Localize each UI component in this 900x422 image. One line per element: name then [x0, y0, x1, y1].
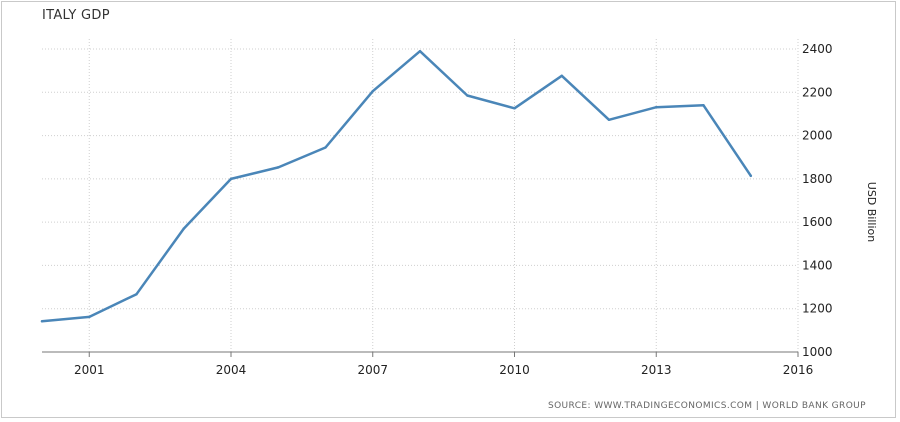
y-tick-label: 1200: [802, 302, 833, 316]
chart-title: ITALY GDP: [42, 8, 110, 23]
y-tick-label: 2400: [802, 42, 833, 56]
data-point: [88, 315, 91, 319]
axis-layer: 1000 1200 1400 1600 1800 2000 2200 2400 2001 2004…: [42, 42, 833, 377]
y-axis-label: USD Billion: [865, 182, 878, 243]
data-point: [229, 177, 233, 181]
x-tick-label: 2004: [216, 363, 247, 377]
x-tick-label: 2010: [499, 363, 530, 377]
data-point: [749, 174, 752, 178]
data-point: [560, 74, 563, 78]
data-point: [655, 106, 658, 109]
data-point: [702, 104, 705, 107]
data-point: [418, 49, 422, 53]
x-tick-label: 2001: [74, 363, 105, 377]
data-point: [182, 227, 185, 230]
y-tick-label: 2000: [802, 129, 833, 143]
data-point: [135, 293, 138, 296]
y-tick-label: 1800: [802, 172, 833, 186]
series-layer: [40, 49, 753, 323]
x-tick-label: 2016: [783, 363, 814, 377]
source-credit: SOURCE: WWW.TRADINGECONOMICS.COM | WORLD…: [547, 401, 866, 411]
data-point: [40, 320, 44, 323]
data-point: [324, 146, 327, 149]
y-tick-label: 1600: [802, 215, 833, 229]
y-tick-label: 1000: [802, 345, 833, 359]
data-point: [466, 94, 469, 97]
grid-layer: [42, 39, 799, 353]
data-point: [513, 107, 516, 110]
y-tick-label: 2200: [802, 85, 833, 99]
data-point: [607, 118, 611, 121]
x-tick-label: 2007: [357, 363, 388, 377]
x-tick-label: 2013: [641, 363, 672, 377]
series-line: [40, 49, 753, 323]
data-point: [371, 90, 374, 93]
y-tick-label: 1400: [802, 258, 833, 272]
data-point: [277, 166, 280, 169]
